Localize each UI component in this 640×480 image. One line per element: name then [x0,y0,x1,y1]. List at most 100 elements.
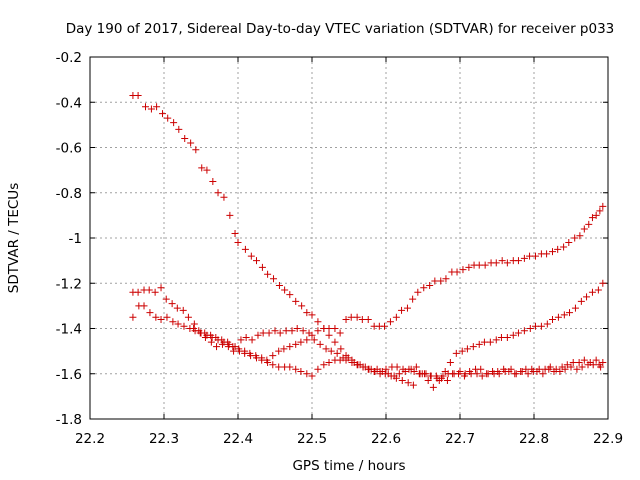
data-point-arc-1 [214,189,222,197]
data-point-arc-2 [207,338,215,346]
data-point-arc-2 [162,295,170,303]
data-point-arc-3 [554,313,562,321]
data-point-arc-2 [522,365,530,373]
data-point-arc-1 [565,239,573,247]
data-point-arc-2 [168,300,176,308]
data-point-arc-1 [353,313,361,321]
data-point-arc-1 [159,110,167,118]
data-point-arc-2 [269,361,277,369]
data-point-arc-4 [405,365,413,373]
data-point-arc-4 [207,331,215,339]
data-point-arc-1 [386,318,394,326]
data-point-arc-2 [556,367,564,375]
data-point-arc-1 [220,193,228,201]
data-point-arc-4 [433,374,441,382]
data-point-arc-1 [560,243,568,251]
data-point-arc-3 [526,325,534,332]
data-point-arc-1 [331,325,339,332]
data-point-arc-4 [529,367,537,375]
data-point-arc-1 [481,261,489,269]
data-point-arc-1 [543,250,551,258]
data-point-arc-1 [142,103,149,111]
data-point-arc-4 [320,325,328,332]
data-point-arc-3 [480,338,488,346]
data-point-arc-4 [308,331,316,339]
data-point-arc-3 [599,279,607,287]
data-point-arc-2 [179,306,187,314]
data-point-arc-3 [571,304,579,312]
data-point-arc-4 [518,367,526,375]
data-point-arc-2 [573,365,581,373]
data-point-arc-1 [531,252,539,260]
data-point-arc-3 [390,372,398,380]
data-point-arc-4 [354,361,362,369]
data-point-arc-4 [303,336,311,344]
data-point-arc-2 [157,284,165,292]
data-point-arc-1 [426,282,434,290]
x-tick-label: 22.2 [75,431,105,447]
data-point-arc-3 [310,336,318,344]
data-point-arc-3 [492,336,500,344]
data-point-arc-1 [187,139,195,147]
data-point-arc-2 [567,363,575,371]
data-point-arc-2 [230,347,238,355]
data-point-arc-1 [153,103,161,111]
data-point-arc-4 [575,358,583,366]
data-point-arc-4 [569,358,577,366]
data-point-arc-4 [212,334,220,342]
data-point-arc-4 [218,336,226,344]
y-tick-label: -0.6 [56,141,82,157]
data-point-arc-2 [190,320,198,328]
data-point-arc-1 [241,245,249,253]
x-tick-label: 22.9 [593,431,623,447]
data-point-arc-4 [473,370,481,378]
data-point-arc-4 [195,327,203,335]
data-point-arc-3 [543,320,551,328]
data-point-arc-4 [224,338,232,346]
y-tick-label: -0.8 [56,186,82,202]
data-point-arc-4 [439,372,447,380]
data-point-arc-2 [134,288,142,296]
data-point-arc-1 [599,202,607,210]
data-point-arc-1 [226,211,234,219]
data-point-arc-3 [254,331,262,339]
data-point-arc-1 [270,275,278,283]
y-tick-label: -1.8 [56,412,82,428]
data-point-arc-3 [395,370,403,378]
data-point-arc-3 [384,370,392,378]
data-point-arc-4 [292,340,300,348]
data-point-arc-4 [365,365,373,373]
data-point-arc-1 [409,295,417,303]
data-point-arc-1 [580,225,588,233]
data-point-arc-2 [599,358,607,366]
data-point-arc-1 [453,268,461,276]
data-point-arc-1 [442,275,450,283]
data-point-arc-4 [376,367,384,375]
data-point-arc-4 [524,370,532,378]
data-point-arc-1 [314,318,322,326]
data-point-arc-1 [526,252,534,260]
data-point-arc-3 [577,297,585,305]
data-point-arc-3 [463,345,471,353]
data-point-arc-4 [229,343,237,351]
data-point-arc-2 [443,377,451,385]
x-tick-label: 22.6 [371,431,401,447]
data-point-arc-2 [539,370,547,378]
data-point-arc-3 [412,363,420,371]
data-point-arc-4 [241,347,249,355]
data-point-arc-4 [546,363,554,371]
data-point-arc-4 [558,363,566,371]
data-point-arc-1 [588,214,596,222]
y-tick-label: -1 [69,231,82,247]
data-point-arc-2 [286,363,294,371]
data-point-arc-1 [403,304,411,312]
x-tick-label: 22.8 [519,431,549,447]
data-point-arc-4 [586,358,594,366]
data-point-arc-4 [280,345,288,353]
data-point-arc-4 [393,363,401,371]
data-point-arc-2 [297,367,305,375]
data-point-arc-1 [175,125,183,133]
data-point-arc-1 [381,322,389,330]
data-point-arc-1 [592,211,600,219]
data-point-arc-4 [461,370,469,378]
